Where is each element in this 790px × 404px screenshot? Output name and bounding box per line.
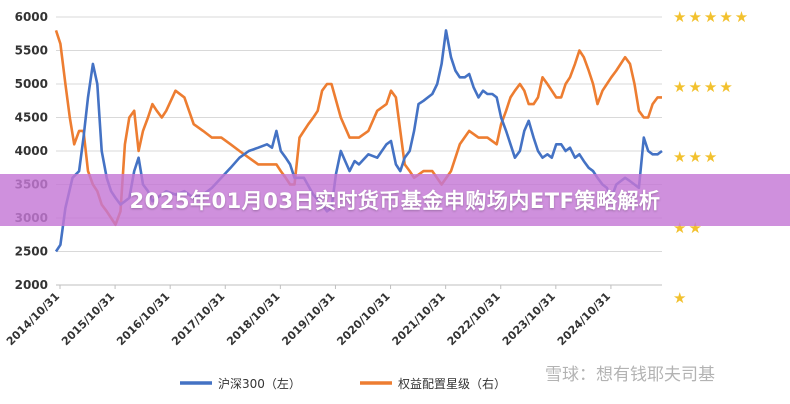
x-tick-label-2: 2016/10/31	[114, 290, 172, 348]
legend-label-rating: 权益配置星级（右）	[398, 376, 506, 391]
x-tick-label-6: 2020/10/31	[334, 290, 392, 348]
y-tick-label-2500: 2500	[15, 245, 48, 259]
star-row-5: ★★★★★	[673, 8, 750, 26]
banner-title: 2025年01月03日实时货币基金申购场内ETF策略解析	[129, 189, 661, 213]
y-tick-label-6000: 6000	[15, 10, 48, 24]
star-row-3: ★★★	[673, 148, 719, 166]
x-tick-label-7: 2021/10/31	[390, 290, 448, 348]
title-banner: 2025年01月03日实时货币基金申购场内ETF策略解析	[0, 174, 790, 226]
series-line-1	[54, 29, 662, 226]
watermark: 雪球：想有钱耶夫司基	[545, 365, 715, 385]
y-tick-label-2000: 2000	[15, 278, 48, 292]
star-row-4: ★★★★	[673, 78, 735, 96]
x-tick-label-0: 2014/10/31	[4, 290, 62, 348]
legend-label-csi300: 沪深300（左）	[218, 376, 301, 391]
x-tick-label-8: 2022/10/31	[445, 290, 503, 348]
x-axis: 2014/10/312015/10/312016/10/312017/10/31…	[4, 285, 613, 348]
legend: 沪深300（左） 权益配置星级（右）	[180, 376, 506, 391]
y-tick-label-4000: 4000	[15, 144, 48, 158]
y-tick-label-5500: 5500	[15, 44, 48, 58]
x-tick-label-10: 2024/10/31	[555, 290, 613, 348]
rating-star-axis: ★★★★★★★★★★★★★★★	[673, 8, 750, 307]
x-tick-label-3: 2017/10/31	[169, 290, 227, 348]
star-row-1: ★	[673, 289, 688, 307]
x-tick-label-5: 2019/10/31	[279, 290, 337, 348]
x-tick-label-9: 2023/10/31	[500, 290, 558, 348]
y-tick-label-5000: 5000	[15, 77, 48, 91]
y-tick-label-4500: 4500	[15, 111, 48, 125]
x-tick-label-4: 2018/10/31	[224, 290, 282, 348]
x-tick-label-1: 2015/10/31	[59, 290, 117, 348]
